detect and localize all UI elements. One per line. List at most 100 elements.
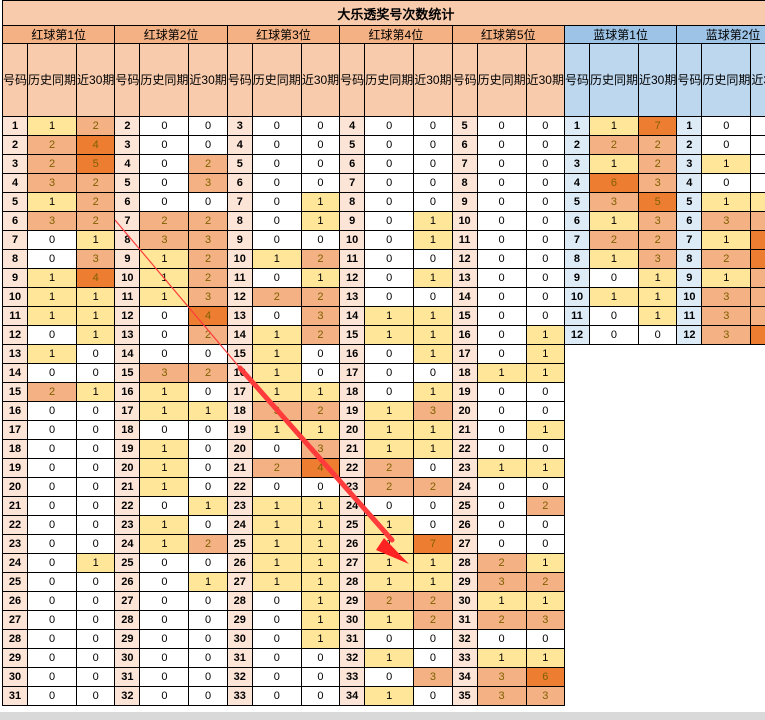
recent30-count-cell[interactable]: 0: [750, 116, 765, 136]
history-count-cell[interactable]: 2: [364, 591, 415, 611]
recent30-count-cell[interactable]: 0: [300, 648, 341, 668]
ball-number-cell[interactable]: 22: [451, 439, 478, 459]
ball-number-cell[interactable]: 18: [226, 401, 253, 421]
recent30-count-cell[interactable]: 0: [413, 154, 453, 174]
recent30-count-cell[interactable]: 7: [637, 116, 678, 136]
recent30-count-cell[interactable]: 3: [188, 287, 228, 307]
ball-number-cell[interactable]: 6: [676, 211, 703, 231]
ball-number-cell[interactable]: 26: [226, 553, 253, 573]
recent30-count-cell[interactable]: 0: [188, 382, 228, 402]
history-count-cell[interactable]: 0: [251, 591, 302, 611]
ball-number-cell[interactable]: 28: [451, 553, 478, 573]
ball-number-cell[interactable]: 21: [451, 420, 478, 440]
ball-number-cell[interactable]: 27: [1, 610, 29, 630]
history-count-cell[interactable]: 0: [701, 135, 752, 155]
ball-number-cell[interactable]: 16: [1, 401, 29, 421]
ball-number-cell[interactable]: 32: [339, 648, 366, 668]
ball-number-cell[interactable]: 31: [339, 629, 366, 649]
history-count-cell[interactable]: 1: [588, 116, 639, 136]
recent30-count-cell[interactable]: 0: [413, 135, 453, 155]
ball-number-cell[interactable]: 14: [451, 287, 478, 307]
recent30-count-cell[interactable]: 3: [525, 610, 565, 630]
recent30-count-cell[interactable]: 4: [188, 306, 228, 326]
ball-number-cell[interactable]: 20: [451, 401, 478, 421]
ball-number-cell[interactable]: 21: [339, 439, 366, 459]
recent30-count-cell[interactable]: 0: [413, 515, 453, 535]
history-count-cell[interactable]: 1: [364, 648, 415, 668]
ball-number-cell[interactable]: 29: [451, 572, 478, 592]
history-count-cell[interactable]: 0: [476, 287, 527, 307]
ball-number-cell[interactable]: 13: [114, 325, 141, 345]
history-count-cell[interactable]: 1: [27, 192, 78, 212]
history-count-cell[interactable]: 0: [476, 515, 527, 535]
ball-number-cell[interactable]: 15: [226, 344, 253, 364]
recent30-count-cell[interactable]: 0: [188, 135, 228, 155]
recent30-count-cell[interactable]: 1: [300, 610, 341, 630]
ball-number-cell[interactable]: 13: [1, 344, 29, 364]
recent30-count-cell[interactable]: 2: [300, 287, 341, 307]
ball-number-cell[interactable]: 5: [676, 192, 703, 212]
ball-number-cell[interactable]: 2: [676, 135, 703, 155]
recent30-count-cell[interactable]: 0: [525, 230, 565, 250]
history-count-cell[interactable]: 0: [476, 401, 527, 421]
history-count-cell[interactable]: 0: [27, 648, 78, 668]
history-count-cell[interactable]: 0: [251, 667, 302, 687]
recent30-count-cell[interactable]: 2: [188, 325, 228, 345]
ball-number-cell[interactable]: 7: [676, 230, 703, 250]
ball-number-cell[interactable]: 2: [1, 135, 29, 155]
history-count-cell[interactable]: 0: [476, 211, 527, 231]
recent30-count-cell[interactable]: 1: [300, 572, 341, 592]
ball-number-cell[interactable]: 14: [114, 344, 141, 364]
ball-number-cell[interactable]: 16: [339, 344, 366, 364]
ball-number-cell[interactable]: 10: [563, 287, 590, 307]
recent30-count-cell[interactable]: 0: [525, 211, 565, 231]
recent30-count-cell[interactable]: 4: [76, 268, 116, 288]
ball-number-cell[interactable]: 18: [451, 363, 478, 383]
recent30-count-cell[interactable]: 0: [188, 629, 228, 649]
history-count-cell[interactable]: 1: [139, 458, 190, 478]
ball-number-cell[interactable]: 31: [451, 610, 478, 630]
history-count-cell[interactable]: 0: [476, 173, 527, 193]
history-count-cell[interactable]: 0: [27, 496, 78, 516]
history-count-cell[interactable]: 3: [476, 686, 527, 706]
ball-number-cell[interactable]: 11: [451, 230, 478, 250]
recent30-count-cell[interactable]: 3: [637, 211, 678, 231]
ball-number-cell[interactable]: 5: [451, 116, 478, 136]
history-count-cell[interactable]: 1: [139, 534, 190, 554]
history-count-cell[interactable]: 0: [364, 382, 415, 402]
ball-number-cell[interactable]: 12: [226, 287, 253, 307]
history-count-cell[interactable]: 0: [27, 572, 78, 592]
ball-number-cell[interactable]: 1: [563, 116, 590, 136]
recent30-count-cell[interactable]: 0: [413, 648, 453, 668]
history-count-cell[interactable]: 1: [27, 344, 78, 364]
recent30-count-cell[interactable]: 0: [525, 268, 565, 288]
history-count-cell[interactable]: 1: [476, 363, 527, 383]
recent30-count-cell[interactable]: 0: [525, 135, 565, 155]
history-count-cell[interactable]: 0: [139, 496, 190, 516]
recent30-count-cell[interactable]: 3: [188, 173, 228, 193]
ball-number-cell[interactable]: 23: [451, 458, 478, 478]
history-count-cell[interactable]: 0: [476, 325, 527, 345]
recent30-count-cell[interactable]: 5: [750, 230, 765, 250]
ball-number-cell[interactable]: 11: [114, 287, 141, 307]
history-count-cell[interactable]: 0: [476, 534, 527, 554]
ball-number-cell[interactable]: 4: [563, 173, 590, 193]
ball-number-cell[interactable]: 6: [226, 173, 253, 193]
history-count-cell[interactable]: 0: [476, 192, 527, 212]
recent30-count-cell[interactable]: 1: [300, 534, 341, 554]
history-count-cell[interactable]: 1: [588, 211, 639, 231]
recent30-count-cell[interactable]: 2: [413, 591, 453, 611]
recent30-count-cell[interactable]: 3: [750, 211, 765, 231]
ball-number-cell[interactable]: 25: [114, 553, 141, 573]
ball-number-cell[interactable]: 7: [339, 173, 366, 193]
ball-number-cell[interactable]: 15: [339, 325, 366, 345]
ball-number-cell[interactable]: 7: [226, 192, 253, 212]
ball-number-cell[interactable]: 14: [339, 306, 366, 326]
history-count-cell[interactable]: 1: [588, 154, 639, 174]
recent30-count-cell[interactable]: 0: [525, 439, 565, 459]
history-count-cell[interactable]: 0: [701, 173, 752, 193]
history-count-cell[interactable]: 0: [27, 439, 78, 459]
recent30-count-cell[interactable]: 1: [413, 325, 453, 345]
ball-number-cell[interactable]: 10: [226, 249, 253, 269]
ball-number-cell[interactable]: 2: [114, 116, 141, 136]
